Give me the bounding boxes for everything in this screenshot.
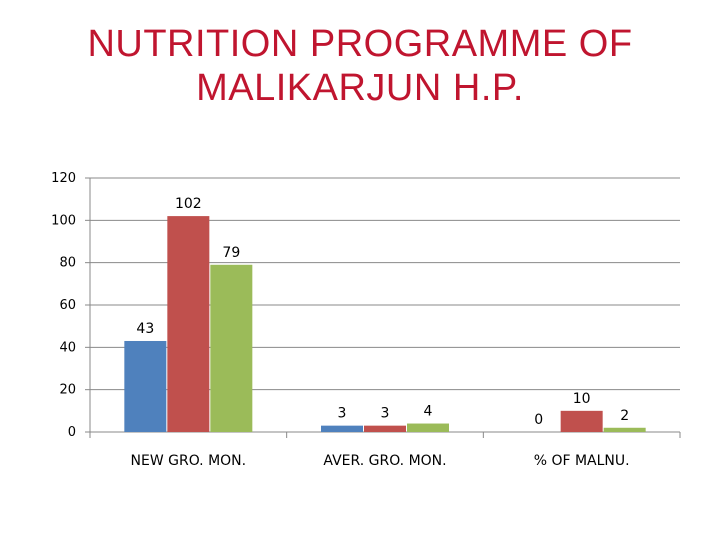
x-category-label: NEW GRO. MON. bbox=[131, 453, 247, 469]
data-label: 102 bbox=[175, 196, 202, 212]
bar bbox=[124, 340, 167, 432]
y-tick-label: 100 bbox=[51, 213, 76, 228]
bar bbox=[407, 423, 449, 432]
chart-title: NUTRITION PROGRAMME OF MALIKARJUN H.P. bbox=[0, 22, 720, 110]
data-label: 43 bbox=[136, 321, 154, 337]
y-tick-label: 80 bbox=[59, 256, 76, 271]
y-tick-label: 20 bbox=[59, 383, 76, 398]
data-label: 2 bbox=[620, 408, 629, 424]
data-label: 79 bbox=[222, 245, 240, 261]
bar bbox=[321, 425, 363, 432]
data-label: 3 bbox=[381, 406, 390, 422]
bar bbox=[210, 264, 253, 432]
data-label: 3 bbox=[338, 406, 347, 422]
x-category-label: AVER. GRO. MON. bbox=[323, 453, 446, 469]
y-tick-label: 40 bbox=[59, 340, 76, 355]
bar bbox=[603, 427, 646, 432]
y-tick-label: 0 bbox=[68, 425, 76, 440]
bar bbox=[364, 425, 406, 432]
data-label: 10 bbox=[573, 391, 591, 407]
bar bbox=[167, 216, 210, 432]
data-label: 4 bbox=[424, 404, 433, 420]
y-tick-label: 60 bbox=[59, 298, 76, 313]
bar bbox=[560, 410, 603, 432]
x-category-label: % OF MALNU. bbox=[534, 453, 630, 469]
y-tick-label: 120 bbox=[51, 171, 76, 186]
data-label: 0 bbox=[534, 412, 543, 428]
chart-title-line-1: NUTRITION PROGRAMME OF bbox=[87, 23, 633, 65]
chart-title-line-2: MALIKARJUN H.P. bbox=[196, 67, 524, 109]
